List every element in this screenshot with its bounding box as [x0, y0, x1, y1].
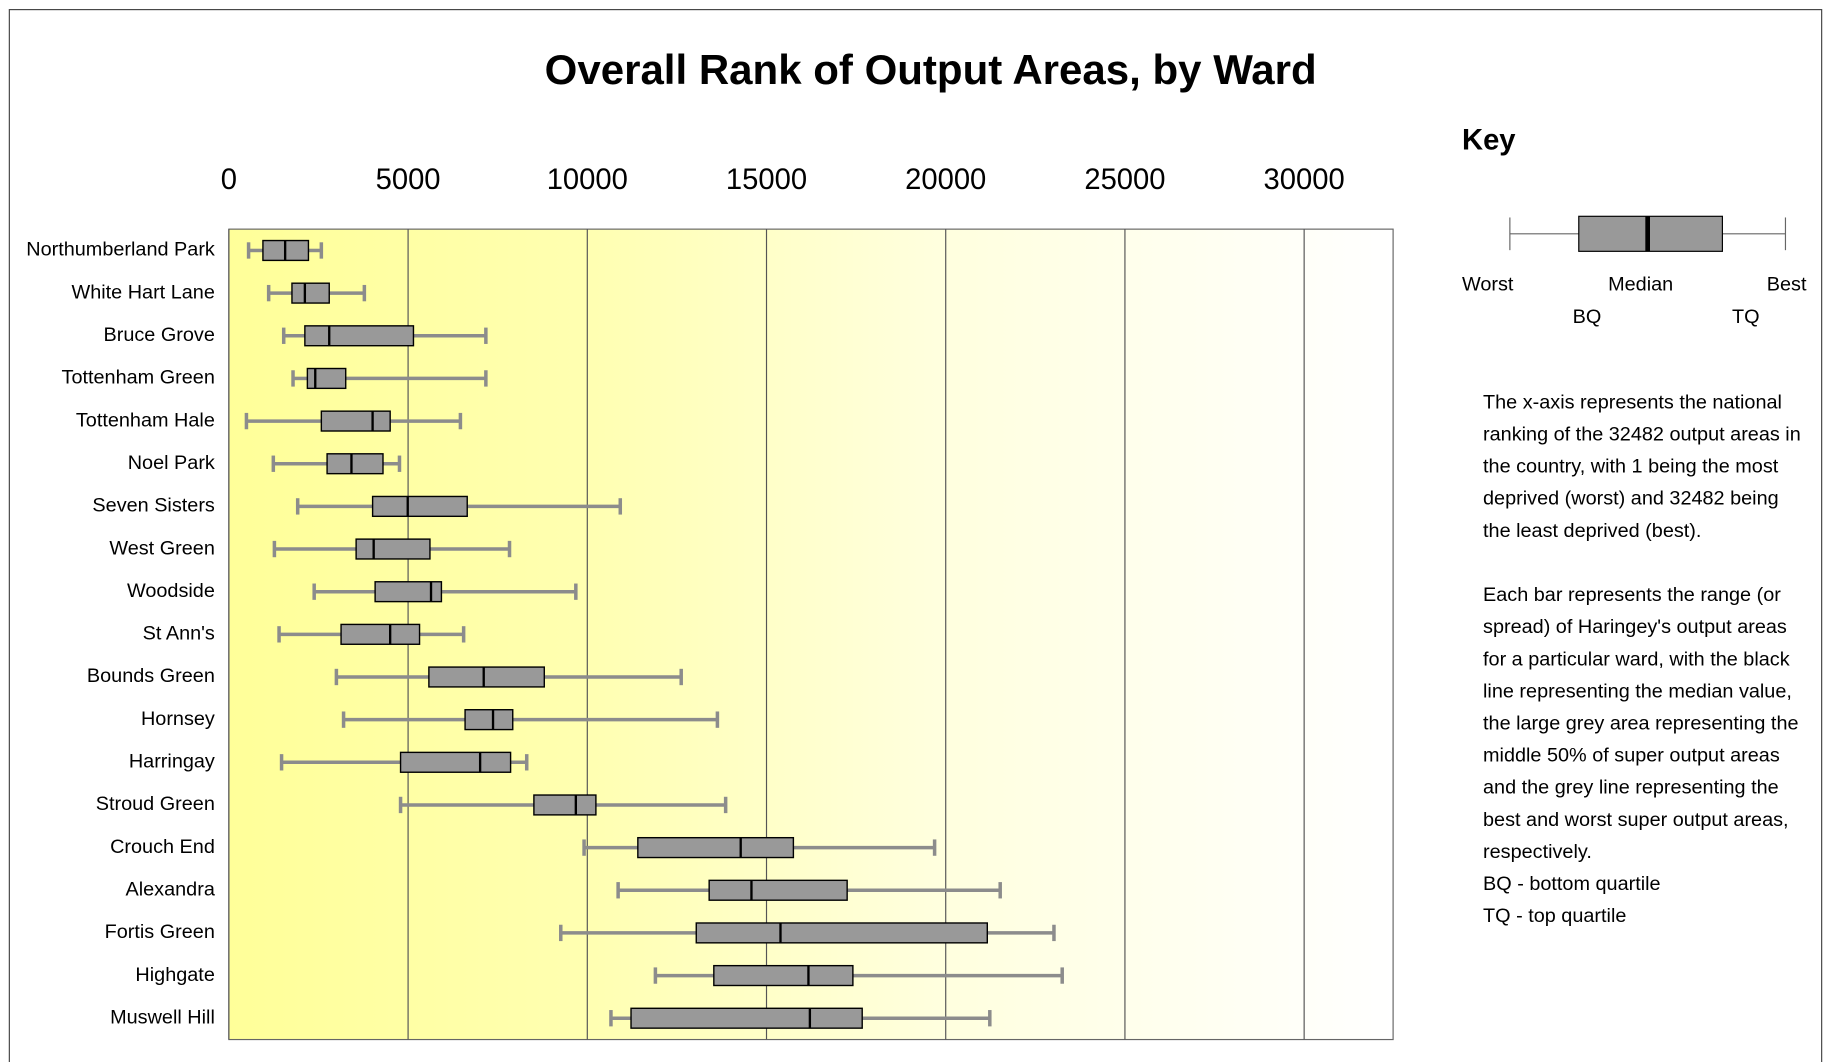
x-tick-label: 25000 — [1084, 164, 1165, 196]
box — [304, 325, 415, 347]
key-description: spread) of Haringey's output areas — [1483, 616, 1787, 638]
category-label: Harringay — [129, 751, 215, 773]
key-description: middle 50% of super output areas — [1483, 745, 1780, 767]
box — [320, 410, 391, 432]
box — [340, 623, 421, 645]
key-label: Worst — [1462, 273, 1514, 295]
category-label: White Hart Lane — [71, 281, 214, 303]
x-tick-label: 0 — [221, 164, 237, 196]
key-label: TQ — [1732, 306, 1760, 328]
category-label: Tottenham Hale — [76, 409, 215, 431]
key-description: line representing the median value, — [1483, 680, 1792, 702]
key-box — [1578, 215, 1723, 252]
box — [533, 794, 597, 816]
box — [399, 751, 512, 773]
box — [371, 495, 468, 518]
key-description: best and worst super output areas, — [1483, 809, 1789, 831]
category-label: Highgate — [135, 964, 214, 986]
box — [374, 581, 443, 603]
category-label: Tottenham Green — [62, 367, 215, 389]
key: Key Worst Median Best BQ TQ The x-axis r… — [1462, 124, 1807, 927]
box — [355, 538, 431, 560]
plot-area: 0 5000 10000 15000 20000 25000 30000 Northumber… — [26, 164, 1394, 1041]
key-description: The x-axis represents the national — [1483, 391, 1782, 413]
category-label: Crouch End — [110, 836, 215, 858]
category-label: West Green — [109, 537, 215, 559]
key-title: Key — [1462, 124, 1516, 156]
key-label: Best — [1767, 273, 1807, 295]
category-label: Northumberland Park — [26, 239, 215, 261]
box — [464, 709, 514, 731]
key-description: TQ - top quartile — [1483, 905, 1626, 927]
category-label: Alexandra — [126, 879, 216, 901]
category-label: Muswell Hill — [110, 1006, 215, 1028]
category-label: St Ann's — [143, 623, 215, 645]
box — [695, 922, 988, 944]
category-label: Bounds Green — [87, 665, 215, 687]
x-tick-label: 10000 — [547, 164, 628, 196]
key-description: the least deprived (best). — [1483, 520, 1701, 542]
box — [291, 282, 330, 304]
category-label: Bruce Grove — [103, 324, 214, 346]
key-label: BQ — [1573, 306, 1602, 328]
box — [306, 367, 347, 390]
box — [326, 453, 384, 475]
category-label: Seven Sisters — [92, 495, 215, 517]
key-description: deprived (worst) and 32482 being — [1483, 488, 1779, 510]
key-description: respectively. — [1483, 841, 1592, 863]
key-description: the country, with 1 being the most — [1483, 456, 1779, 478]
key-description: ranking of the 32482 output areas in — [1483, 423, 1801, 445]
category-label: Woodside — [127, 580, 215, 602]
x-tick-label: 30000 — [1264, 164, 1345, 196]
x-tick-label: 15000 — [726, 164, 807, 196]
box — [630, 1007, 863, 1029]
frame — [8, 9, 1823, 1062]
category-label: Fortis Green — [105, 921, 215, 943]
key-description: the large grey area representing the — [1483, 713, 1798, 735]
x-tick-label: 5000 — [376, 164, 441, 196]
x-tick-label: 20000 — [905, 164, 986, 196]
key-label: Median — [1608, 273, 1673, 295]
box — [708, 879, 848, 901]
box — [713, 964, 854, 987]
category-label: Noel Park — [128, 452, 215, 474]
key-description: Each bar represents the range (or — [1483, 584, 1781, 606]
box — [428, 666, 545, 688]
key-description: for a particular ward, with the black — [1483, 648, 1790, 670]
key-description: BQ - bottom quartile — [1483, 873, 1661, 895]
box — [637, 836, 795, 859]
category-label: Hornsey — [141, 708, 215, 730]
chart-title: Overall Rank of Output Areas, by Ward — [545, 46, 1317, 93]
key-description: and the grey line representing the — [1483, 777, 1779, 799]
category-label: Stroud Green — [96, 793, 215, 815]
